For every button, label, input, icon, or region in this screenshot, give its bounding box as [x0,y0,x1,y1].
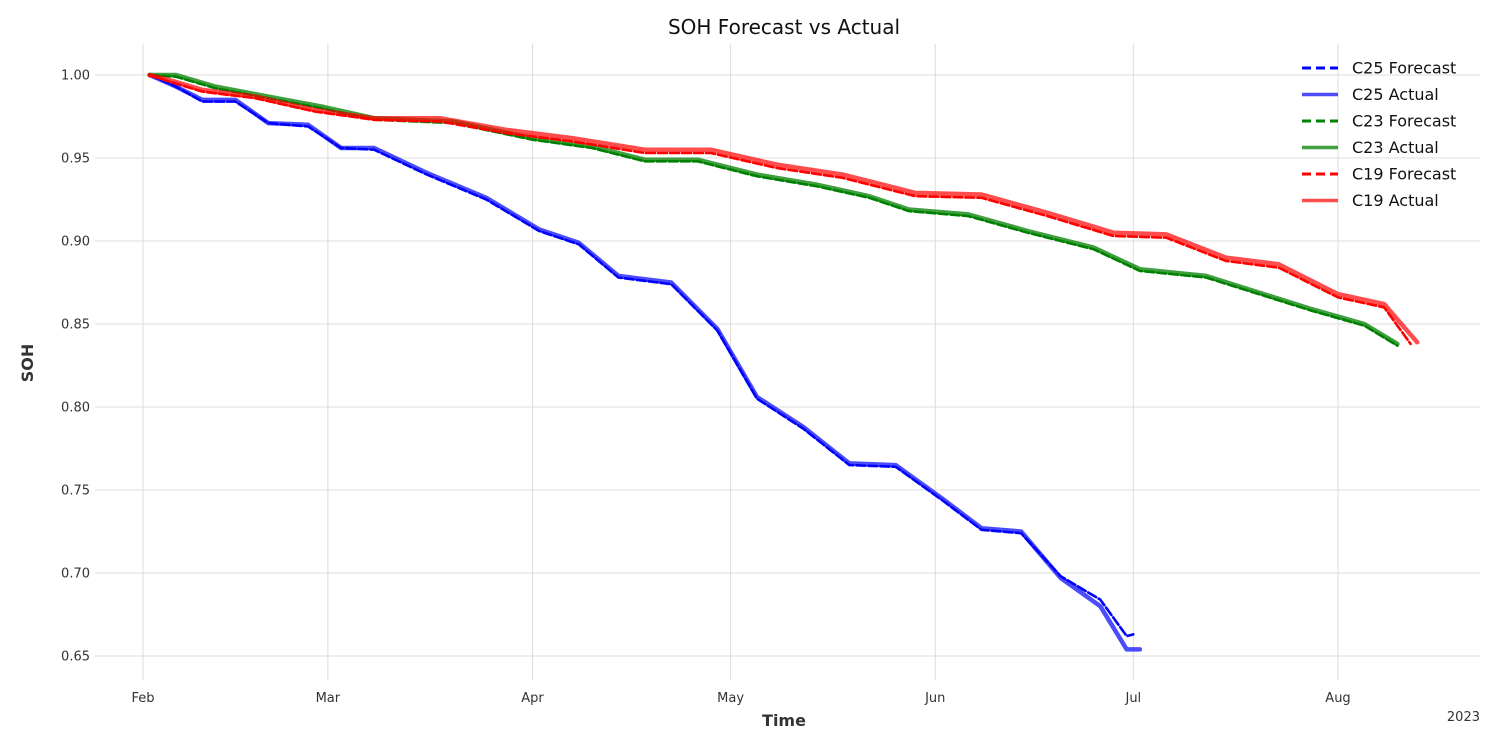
x-tick-label: Apr [521,691,544,706]
y-tick-label: 0.80 [61,401,90,416]
y-axis-label: SOH [18,344,37,383]
x-tick-label: Mar [316,691,341,706]
x-tick-label: May [717,691,744,706]
y-tick-label: 0.65 [61,650,90,665]
x-tick-label: Jun [924,691,945,706]
legend-label: C25 Actual [1352,85,1439,104]
y-tick-label: 1.00 [61,69,90,84]
series-line-c19-forecast [148,73,1412,346]
y-tick-label: 0.95 [61,152,90,167]
legend: C25 Forecast C25 Actual C23 Forecast C23 Ac… [1302,59,1456,210]
grid [95,44,1480,680]
series-lines [147,72,1420,652]
series-line-c19-actual [147,72,1420,345]
y-tick-label: 0.90 [61,235,90,250]
x-tick-label: Feb [131,691,154,706]
x-tick-label: Aug [1325,691,1350,706]
x-axis-year-label: 2023 [1447,710,1480,725]
series-line-c23-forecast [148,73,1399,347]
legend-label: C25 Forecast [1352,59,1456,78]
chart-title: SOH Forecast vs Actual [668,15,900,39]
axis-ticks: 1.00 0.95 0.90 0.85 0.80 0.75 0.70 0.65 Feb Mar Ap… [61,69,1351,707]
series-line-c25-forecast [148,73,1135,638]
legend-label: C23 Actual [1352,138,1439,157]
y-tick-label: 0.70 [61,567,90,582]
legend-label: C19 Actual [1352,191,1439,210]
y-tick-label: 0.75 [61,484,90,499]
legend-label: C23 Forecast [1352,112,1456,131]
series-line-c23-actual [147,72,1400,347]
x-axis-label: Time [762,711,806,730]
x-tick-label: Jul [1124,691,1141,706]
y-tick-label: 0.85 [61,318,90,333]
legend-label: C19 Forecast [1352,165,1456,184]
